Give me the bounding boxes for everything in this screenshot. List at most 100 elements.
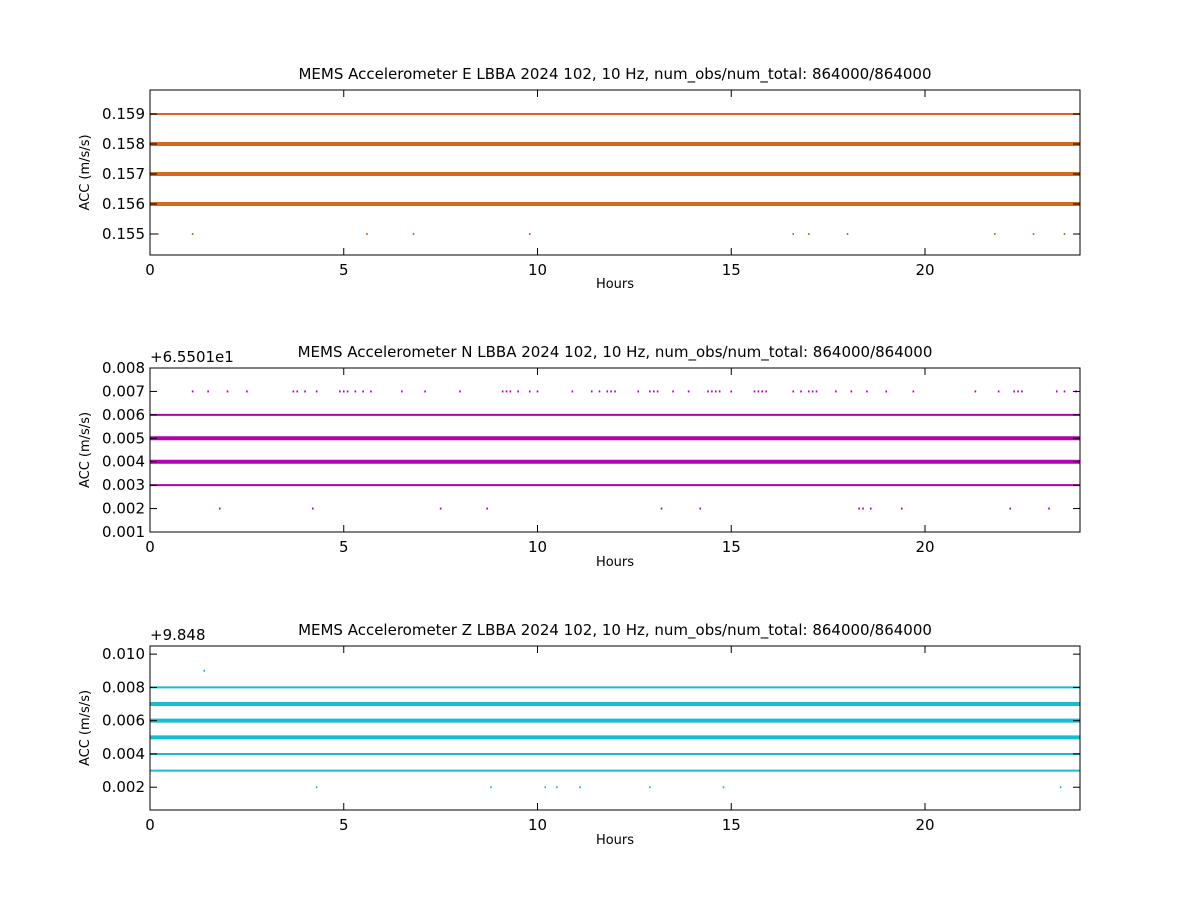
data-point — [362, 390, 364, 393]
data-point — [342, 390, 345, 393]
data-point — [528, 390, 531, 393]
data-point — [807, 390, 810, 393]
x-tick-label: 0 — [145, 538, 155, 556]
data-point — [191, 233, 194, 235]
data-point — [1059, 786, 1062, 789]
data-marks — [150, 669, 1080, 789]
data-point — [835, 390, 837, 393]
y-tick-label: 0.002 — [102, 778, 145, 796]
data-point — [997, 390, 1000, 393]
data-point — [412, 233, 415, 235]
data-point — [517, 390, 519, 393]
x-tick-label: 5 — [339, 538, 349, 556]
data-point — [370, 390, 372, 393]
data-point — [203, 669, 206, 672]
data-point — [660, 507, 663, 510]
x-axis-label: Hours — [596, 833, 634, 848]
data-marks — [150, 113, 1080, 235]
x-tick-label: 20 — [915, 261, 934, 279]
x-tick-label: 20 — [915, 538, 934, 556]
axis-ticks: 0 5 10 15 20 0.155 0.156 0.157 0.158 0.159 — [102, 90, 1080, 279]
data-point — [900, 507, 903, 510]
x-tick-label: 10 — [528, 816, 547, 834]
x-axis-label: Hours — [596, 277, 634, 292]
data-point — [800, 390, 802, 393]
data-point — [292, 390, 295, 393]
panel-e: MEMS Accelerometer E LBBA 2024 102, 10 H… — [78, 65, 1081, 292]
y-tick-label: 0.007 — [102, 382, 145, 400]
data-point — [579, 786, 581, 789]
data-marks — [150, 390, 1080, 510]
y-tick-label: 0.158 — [102, 135, 145, 153]
data-point — [722, 786, 725, 789]
data-point — [656, 390, 659, 393]
data-point — [528, 233, 531, 235]
y-tick-label: 0.155 — [102, 225, 145, 243]
x-tick-label: 0 — [145, 261, 155, 279]
data-point — [571, 390, 574, 393]
y-tick-label: 0.157 — [102, 165, 145, 183]
data-point — [207, 390, 209, 393]
data-point — [505, 390, 508, 393]
data-point — [637, 390, 640, 393]
y-tick-label: 0.008 — [102, 359, 145, 377]
y-tick-label: 0.159 — [102, 105, 145, 123]
data-point — [509, 390, 512, 393]
data-point — [815, 390, 818, 393]
data-point — [862, 507, 864, 510]
x-tick-label: 15 — [722, 816, 741, 834]
x-tick-label: 0 — [145, 816, 155, 834]
data-point — [858, 507, 860, 510]
y-tick-label: 0.006 — [102, 712, 145, 730]
data-point — [1048, 507, 1050, 510]
x-tick-label: 10 — [528, 261, 547, 279]
data-point — [544, 786, 547, 789]
data-point — [191, 390, 194, 393]
data-point — [1055, 390, 1058, 393]
data-point — [652, 390, 655, 393]
data-point — [304, 390, 306, 393]
y-tick-label: 0.156 — [102, 195, 145, 213]
x-tick-label: 5 — [339, 816, 349, 834]
data-point — [424, 390, 426, 393]
data-point — [439, 507, 442, 510]
data-point — [315, 390, 318, 393]
plot-frame — [149, 89, 1081, 256]
y-tick-label: 0.004 — [102, 745, 145, 763]
data-point — [1021, 390, 1023, 393]
y-tick-label: 0.010 — [102, 645, 145, 663]
data-point — [1032, 233, 1035, 235]
data-point — [346, 390, 349, 393]
data-point — [296, 390, 299, 393]
data-point — [885, 390, 888, 393]
x-tick-label: 20 — [915, 816, 934, 834]
x-tick-label: 10 — [528, 538, 547, 556]
y-tick-label: 0.004 — [102, 453, 145, 471]
plot-frame — [149, 645, 1081, 811]
data-point — [761, 390, 764, 393]
data-point — [610, 390, 612, 393]
y-tick-label: 0.003 — [102, 476, 145, 494]
y-offset-label: +6.5501e1 — [150, 348, 234, 366]
data-point — [765, 390, 767, 393]
chart-title: MEMS Accelerometer N LBBA 2024 102, 10 H… — [298, 343, 933, 362]
data-point — [753, 390, 756, 393]
x-axis-label: Hours — [596, 555, 634, 570]
data-point — [311, 507, 314, 510]
data-point — [156, 233, 159, 235]
chart-title: MEMS Accelerometer E LBBA 2024 102, 10 H… — [298, 65, 931, 84]
data-point — [730, 390, 733, 393]
data-point — [807, 233, 810, 235]
data-point — [649, 786, 651, 789]
data-point — [687, 390, 690, 393]
y-axis-label: ACC (m/s/s) — [78, 412, 93, 488]
data-point — [707, 390, 709, 393]
y-axis-label: ACC (m/s/s) — [78, 134, 93, 210]
data-point — [869, 507, 872, 510]
data-point — [1063, 233, 1066, 235]
data-point — [792, 233, 795, 235]
data-point — [590, 390, 593, 393]
data-point — [1009, 507, 1012, 510]
data-point — [315, 786, 318, 789]
